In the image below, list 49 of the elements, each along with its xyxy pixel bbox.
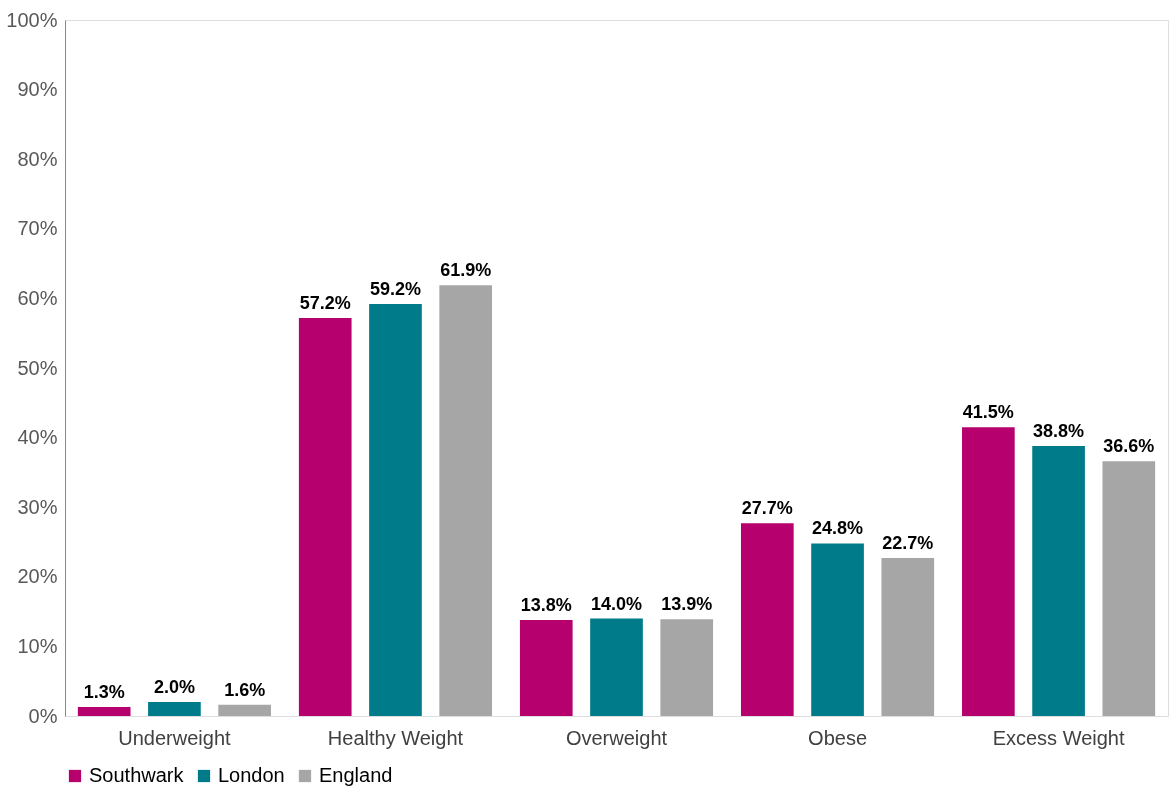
y-tick-label: 90% bbox=[17, 78, 58, 101]
bar bbox=[519, 619, 573, 716]
y-tick-label: 10% bbox=[17, 634, 58, 657]
y-tick-label: 30% bbox=[17, 495, 58, 518]
y-tick-label: 70% bbox=[17, 217, 58, 240]
bar bbox=[740, 523, 794, 716]
bar bbox=[811, 543, 864, 716]
bar bbox=[590, 618, 643, 716]
bar bbox=[298, 317, 352, 716]
bar bbox=[660, 619, 714, 716]
bar bbox=[218, 704, 271, 716]
data-label: 38.8% bbox=[1033, 420, 1085, 441]
bar bbox=[148, 702, 201, 716]
bar bbox=[881, 558, 935, 716]
bar bbox=[1102, 461, 1156, 716]
data-label: 61.9% bbox=[440, 260, 492, 281]
bar bbox=[369, 303, 422, 716]
legend-label: Southwark bbox=[89, 764, 185, 786]
data-label: 22.7% bbox=[882, 533, 934, 554]
bar bbox=[962, 427, 1015, 716]
data-label: 1.3% bbox=[83, 681, 125, 702]
data-label: 13.8% bbox=[520, 594, 572, 615]
x-tick-label: Obese bbox=[808, 726, 868, 749]
bar bbox=[439, 285, 493, 716]
y-tick-label: 100% bbox=[6, 8, 58, 31]
data-label: 2.0% bbox=[153, 677, 195, 698]
x-tick-label: Underweight bbox=[118, 726, 231, 749]
data-label: 1.6% bbox=[224, 679, 266, 700]
data-label: 57.2% bbox=[299, 292, 351, 313]
y-tick-label: 20% bbox=[17, 565, 58, 588]
x-tick-label: Excess Weight bbox=[992, 726, 1125, 749]
bar bbox=[1032, 445, 1085, 716]
x-tick-label: Healthy Weight bbox=[327, 726, 464, 749]
y-tick-label: 60% bbox=[17, 286, 58, 309]
y-tick-label: 50% bbox=[17, 356, 58, 379]
data-label: 14.0% bbox=[590, 593, 643, 614]
x-tick-label: Overweight bbox=[565, 726, 668, 749]
y-tick-label: 40% bbox=[17, 426, 58, 449]
y-tick-label: 0% bbox=[28, 704, 58, 727]
data-label: 24.8% bbox=[812, 518, 864, 539]
data-label: 59.2% bbox=[369, 278, 421, 299]
legend-label: London bbox=[218, 764, 285, 786]
bar bbox=[77, 706, 131, 716]
y-tick-label: 80% bbox=[17, 147, 58, 170]
data-label: 13.9% bbox=[661, 594, 713, 615]
data-label: 36.6% bbox=[1103, 436, 1155, 457]
legend-label: England bbox=[319, 764, 393, 786]
data-label: 41.5% bbox=[962, 402, 1014, 423]
data-label: 27.7% bbox=[741, 498, 793, 519]
